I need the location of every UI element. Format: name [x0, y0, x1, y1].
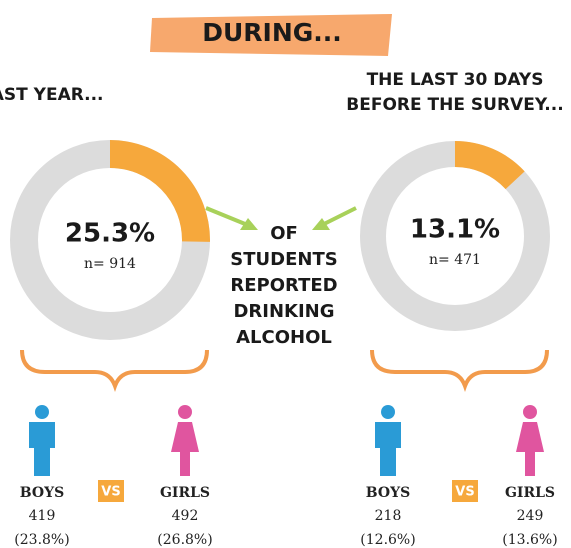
- group-share: (13.6%): [502, 532, 557, 548]
- donut-title: THE LAST 30 DAYS: [367, 70, 544, 90]
- group-name: BOYS: [20, 485, 64, 501]
- icon-head: [35, 405, 49, 419]
- center-text: DRINKING: [233, 301, 334, 322]
- arrows: [205, 206, 357, 230]
- donut-value-label: 13.1%: [410, 215, 500, 245]
- group-count: 218: [375, 508, 402, 524]
- girl-icon: [516, 405, 544, 476]
- icon-head: [381, 405, 395, 419]
- group-name: GIRLS: [505, 485, 555, 501]
- donut-segment: [454, 141, 525, 190]
- vs-box: [98, 480, 124, 502]
- group-count: 419: [29, 508, 56, 524]
- vs-box: [452, 480, 478, 502]
- icon-body: [375, 422, 401, 476]
- braces: [20, 349, 549, 392]
- center-text: REPORTED: [230, 275, 337, 296]
- group-count: 249: [517, 508, 544, 524]
- icon-body: [516, 422, 544, 476]
- icon-head: [178, 405, 192, 419]
- group-share: (26.8%): [157, 532, 212, 548]
- header-brush: [150, 14, 392, 56]
- group-share: (23.8%): [14, 532, 69, 548]
- donut-segment: [109, 140, 210, 242]
- icon-body: [171, 422, 199, 476]
- center-text: STUDENTS: [230, 249, 337, 270]
- header: DURING...: [202, 18, 342, 47]
- donut-title: BEFORE THE SURVEY...: [346, 95, 563, 115]
- group-name: GIRLS: [160, 485, 210, 501]
- center-text: OF: [270, 223, 298, 244]
- donut-n-label: n= 914: [84, 256, 136, 272]
- icon-body: [29, 422, 55, 476]
- boy-icon: [29, 405, 55, 476]
- group-name: BOYS: [366, 485, 410, 501]
- donut-n-label: n= 471: [429, 252, 481, 268]
- donut-value-label: 25.3%: [65, 219, 155, 249]
- girl-icon: [171, 405, 199, 476]
- donut-title: THE PAST YEAR...: [0, 85, 104, 105]
- vs-label: VS: [101, 485, 120, 500]
- boy-icon: [375, 405, 401, 476]
- icon-head: [523, 405, 537, 419]
- group-count: 492: [172, 508, 199, 524]
- vs-label: VS: [455, 485, 474, 500]
- group-share: (12.6%): [360, 532, 415, 548]
- center-text: ALCOHOL: [236, 327, 332, 348]
